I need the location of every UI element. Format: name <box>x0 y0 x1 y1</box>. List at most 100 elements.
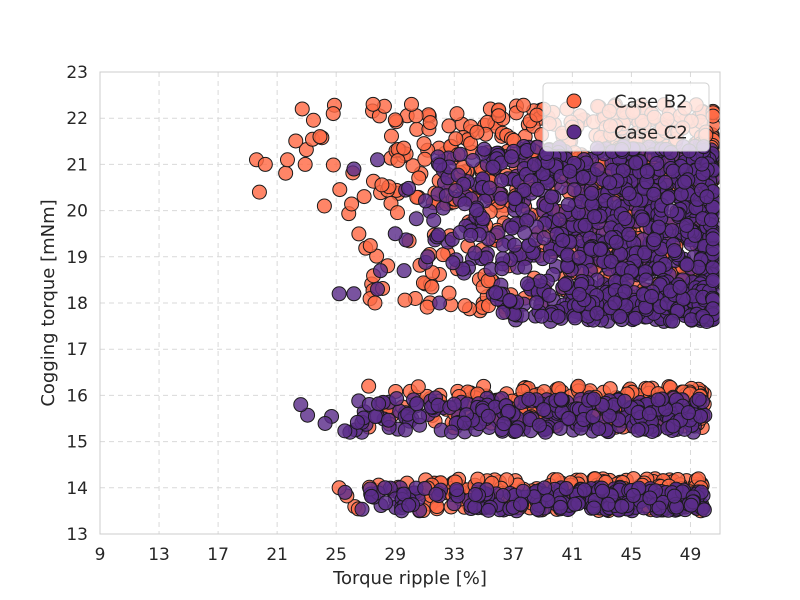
data-point-case-b2 <box>279 152 295 168</box>
data-point-case-c2 <box>586 500 602 516</box>
data-point-case-b2 <box>325 157 341 173</box>
data-point-case-c2 <box>456 415 472 431</box>
data-point-case-c2 <box>534 308 550 324</box>
y-tick-label: 13 <box>66 525 88 545</box>
data-point-case-c2 <box>502 292 518 308</box>
data-point-case-c2 <box>465 152 481 168</box>
data-point-case-c2 <box>401 497 417 513</box>
data-point-case-c2 <box>705 272 721 288</box>
data-point-case-c2 <box>480 502 496 518</box>
data-point-case-b2 <box>312 129 328 145</box>
data-point-case-b2 <box>362 238 378 254</box>
data-point-case-c2 <box>387 226 403 242</box>
data-point-case-b2 <box>356 189 372 205</box>
data-point-case-b2 <box>316 198 332 214</box>
data-point-case-c2 <box>428 486 444 502</box>
data-point-case-c2 <box>536 402 552 418</box>
data-point-case-c2 <box>507 237 523 253</box>
data-point-case-c2 <box>558 481 574 497</box>
data-point-case-c2 <box>507 191 523 207</box>
data-point-case-c2 <box>625 488 641 504</box>
data-point-case-b2 <box>397 292 413 308</box>
data-point-case-c2 <box>642 490 658 506</box>
x-tick-label: 45 <box>621 545 643 565</box>
data-point-case-c2 <box>641 406 657 422</box>
data-point-case-c2 <box>587 209 603 225</box>
data-point-case-b2 <box>416 136 432 152</box>
x-tick-label: 21 <box>266 545 288 565</box>
data-point-case-c2 <box>571 249 587 265</box>
data-point-case-c2 <box>561 410 577 426</box>
data-point-case-c2 <box>557 277 573 293</box>
data-point-case-b2 <box>387 112 403 128</box>
data-point-case-c2 <box>517 259 533 275</box>
data-point-case-c2 <box>371 396 387 412</box>
data-point-case-c2 <box>567 496 583 512</box>
data-point-case-c2 <box>567 310 583 326</box>
x-tick-label: 25 <box>325 545 347 565</box>
data-point-case-b2 <box>529 107 545 123</box>
y-tick-label: 19 <box>66 248 88 268</box>
data-point-case-c2 <box>552 499 568 515</box>
data-point-case-c2 <box>529 181 545 197</box>
data-point-case-c2 <box>699 189 715 205</box>
data-point-case-c2 <box>614 498 630 514</box>
data-point-case-c2 <box>600 496 616 512</box>
data-point-case-c2 <box>694 156 710 172</box>
data-point-case-b2 <box>463 135 479 151</box>
x-tick-label: 17 <box>207 545 229 565</box>
data-point-case-c2 <box>370 281 386 297</box>
y-tick-label: 16 <box>66 386 88 406</box>
data-point-case-c2 <box>639 163 655 179</box>
data-point-case-c2 <box>467 245 483 261</box>
data-point-case-c2 <box>495 488 511 504</box>
data-point-case-c2 <box>575 169 591 185</box>
data-point-case-c2 <box>553 391 569 407</box>
data-point-case-b2 <box>351 226 367 242</box>
data-point-case-c2 <box>672 279 688 295</box>
data-point-case-c2 <box>448 183 464 199</box>
data-point-case-c2 <box>555 232 571 248</box>
data-point-case-c2 <box>300 407 316 423</box>
data-point-case-c2 <box>468 202 484 218</box>
y-axis-title: Cogging torque [mNm] <box>38 199 59 406</box>
data-point-case-c2 <box>519 276 535 292</box>
data-point-case-c2 <box>576 482 592 498</box>
data-point-case-c2 <box>397 422 413 438</box>
data-point-case-c2 <box>696 502 712 518</box>
data-point-case-c2 <box>346 286 362 302</box>
x-tick-label: 41 <box>562 545 584 565</box>
data-point-case-c2 <box>637 245 653 261</box>
data-point-case-c2 <box>643 289 659 305</box>
data-point-case-c2 <box>417 193 433 209</box>
data-point-case-c2 <box>663 203 679 219</box>
data-point-case-c2 <box>381 412 397 428</box>
data-point-case-c2 <box>495 304 511 320</box>
data-point-case-c2 <box>551 212 567 228</box>
data-point-case-c2 <box>705 260 721 276</box>
data-point-case-c2 <box>372 263 388 279</box>
data-point-case-b2 <box>332 182 348 198</box>
data-point-case-b2 <box>294 101 310 117</box>
data-point-case-c2 <box>378 495 394 511</box>
data-point-case-b2 <box>389 205 405 221</box>
legend-box <box>542 82 710 152</box>
data-point-case-c2 <box>562 163 578 179</box>
data-point-case-c2 <box>435 200 451 216</box>
y-tick-label: 23 <box>66 63 88 83</box>
data-point-case-c2 <box>354 501 370 517</box>
data-point-case-c2 <box>680 405 696 421</box>
data-point-case-c2 <box>467 487 483 503</box>
data-point-case-b2 <box>448 131 464 147</box>
data-point-case-c2 <box>377 480 393 496</box>
data-point-case-c2 <box>657 174 673 190</box>
data-point-case-c2 <box>452 146 468 162</box>
data-point-case-c2 <box>536 230 552 246</box>
data-point-case-c2 <box>543 189 559 205</box>
x-tick-label: 29 <box>384 545 406 565</box>
data-point-case-c2 <box>560 197 576 213</box>
data-point-case-b2 <box>374 177 390 193</box>
data-point-case-b2 <box>396 140 412 156</box>
data-point-case-c2 <box>666 488 682 504</box>
